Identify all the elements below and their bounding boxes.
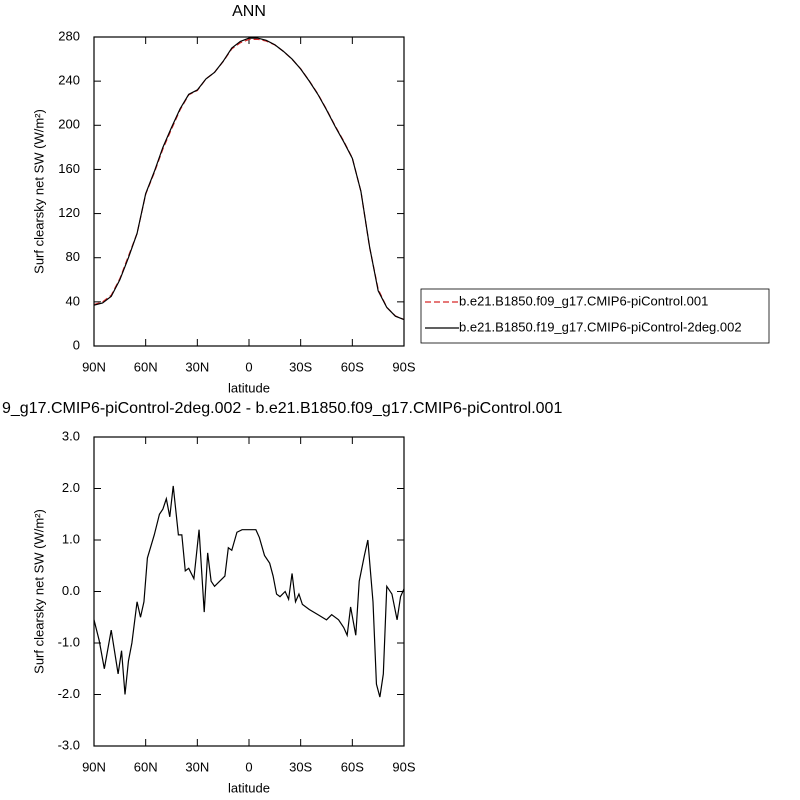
x-tick-label: 30S: [289, 759, 312, 774]
legend-label: b.e21.B1850.f09_g17.CMIP6-piControl.001: [459, 293, 708, 308]
x-tick-label: 90N: [82, 759, 106, 774]
y-tick-label: -2.0: [58, 686, 80, 701]
x-tick-label: 30N: [185, 759, 209, 774]
x-axis-label: latitude: [228, 380, 270, 395]
data-line: [93, 37, 405, 321]
y-tick-label: 0: [73, 337, 80, 352]
legend-box: [420, 288, 770, 344]
x-tick-label: 60N: [134, 759, 158, 774]
x-axis-label: latitude: [228, 780, 270, 795]
x-tick-label: 90N: [82, 359, 106, 374]
y-tick-label: 120: [58, 205, 80, 220]
legend-label: b.e21.B1850.f19_g17.CMIP6-piControl-2deg…: [459, 319, 742, 334]
y-tick-label: 200: [58, 117, 80, 132]
x-tick-label: 30N: [185, 359, 209, 374]
y-axis-label: Surf clearsky net SW (W/m²): [31, 109, 46, 274]
y-axis-label: Surf clearsky net SW (W/m²): [31, 509, 46, 674]
y-tick-label: 160: [58, 161, 80, 176]
data-line: [93, 485, 405, 698]
plot-frame: [93, 436, 405, 747]
y-tick-label: 3.0: [62, 428, 80, 443]
x-tick-label: 0: [245, 759, 252, 774]
y-tick-label: -1.0: [58, 634, 80, 649]
x-tick-label: 60S: [341, 759, 364, 774]
y-tick-label: 40: [66, 293, 80, 308]
chart-title: ANN: [232, 3, 266, 20]
x-tick-label: 30S: [289, 359, 312, 374]
plot-frame: [93, 36, 405, 347]
x-tick-label: 90S: [392, 759, 415, 774]
x-tick-label: 90S: [392, 359, 415, 374]
y-tick-label: 1.0: [62, 531, 80, 546]
x-tick-label: 60S: [341, 359, 364, 374]
x-tick-label: 60N: [134, 359, 158, 374]
y-tick-label: 80: [66, 249, 80, 264]
y-tick-label: 240: [58, 73, 80, 88]
y-tick-label: 0.0: [62, 583, 80, 598]
y-tick-label: 2.0: [62, 480, 80, 495]
x-tick-label: 0: [245, 359, 252, 374]
y-tick-label: 280: [58, 28, 80, 43]
chart-title: 9_g17.CMIP6-piControl-2deg.002 - b.e21.B…: [2, 400, 562, 417]
y-tick-label: -3.0: [58, 737, 80, 752]
